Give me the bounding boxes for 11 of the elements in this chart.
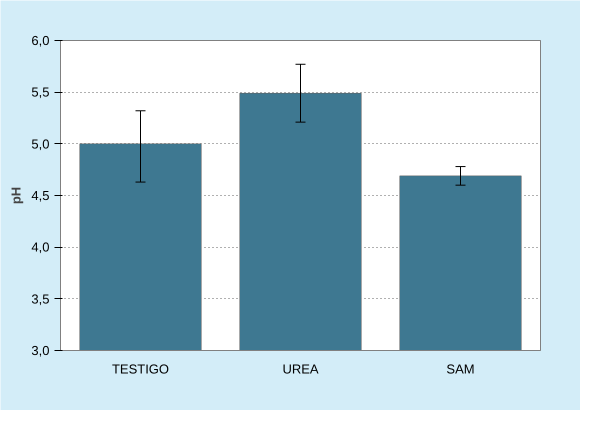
x-tick-label: UREA [282, 362, 319, 376]
y-tick-label: 3,0 [31, 343, 50, 358]
y-tick-label: 4,0 [31, 240, 50, 255]
y-tick-label: 5,0 [31, 136, 50, 152]
x-tick-label: TESTIGO [112, 362, 170, 376]
y-tick-label: 3,5 [31, 291, 50, 306]
y-axis-title: pH [8, 186, 24, 204]
y-tick-label: 5,5 [31, 84, 50, 100]
y-tick-label: 4,5 [31, 188, 50, 203]
y-tick-label: 6,0 [31, 33, 50, 48]
x-tick-label: SAM [446, 362, 475, 376]
